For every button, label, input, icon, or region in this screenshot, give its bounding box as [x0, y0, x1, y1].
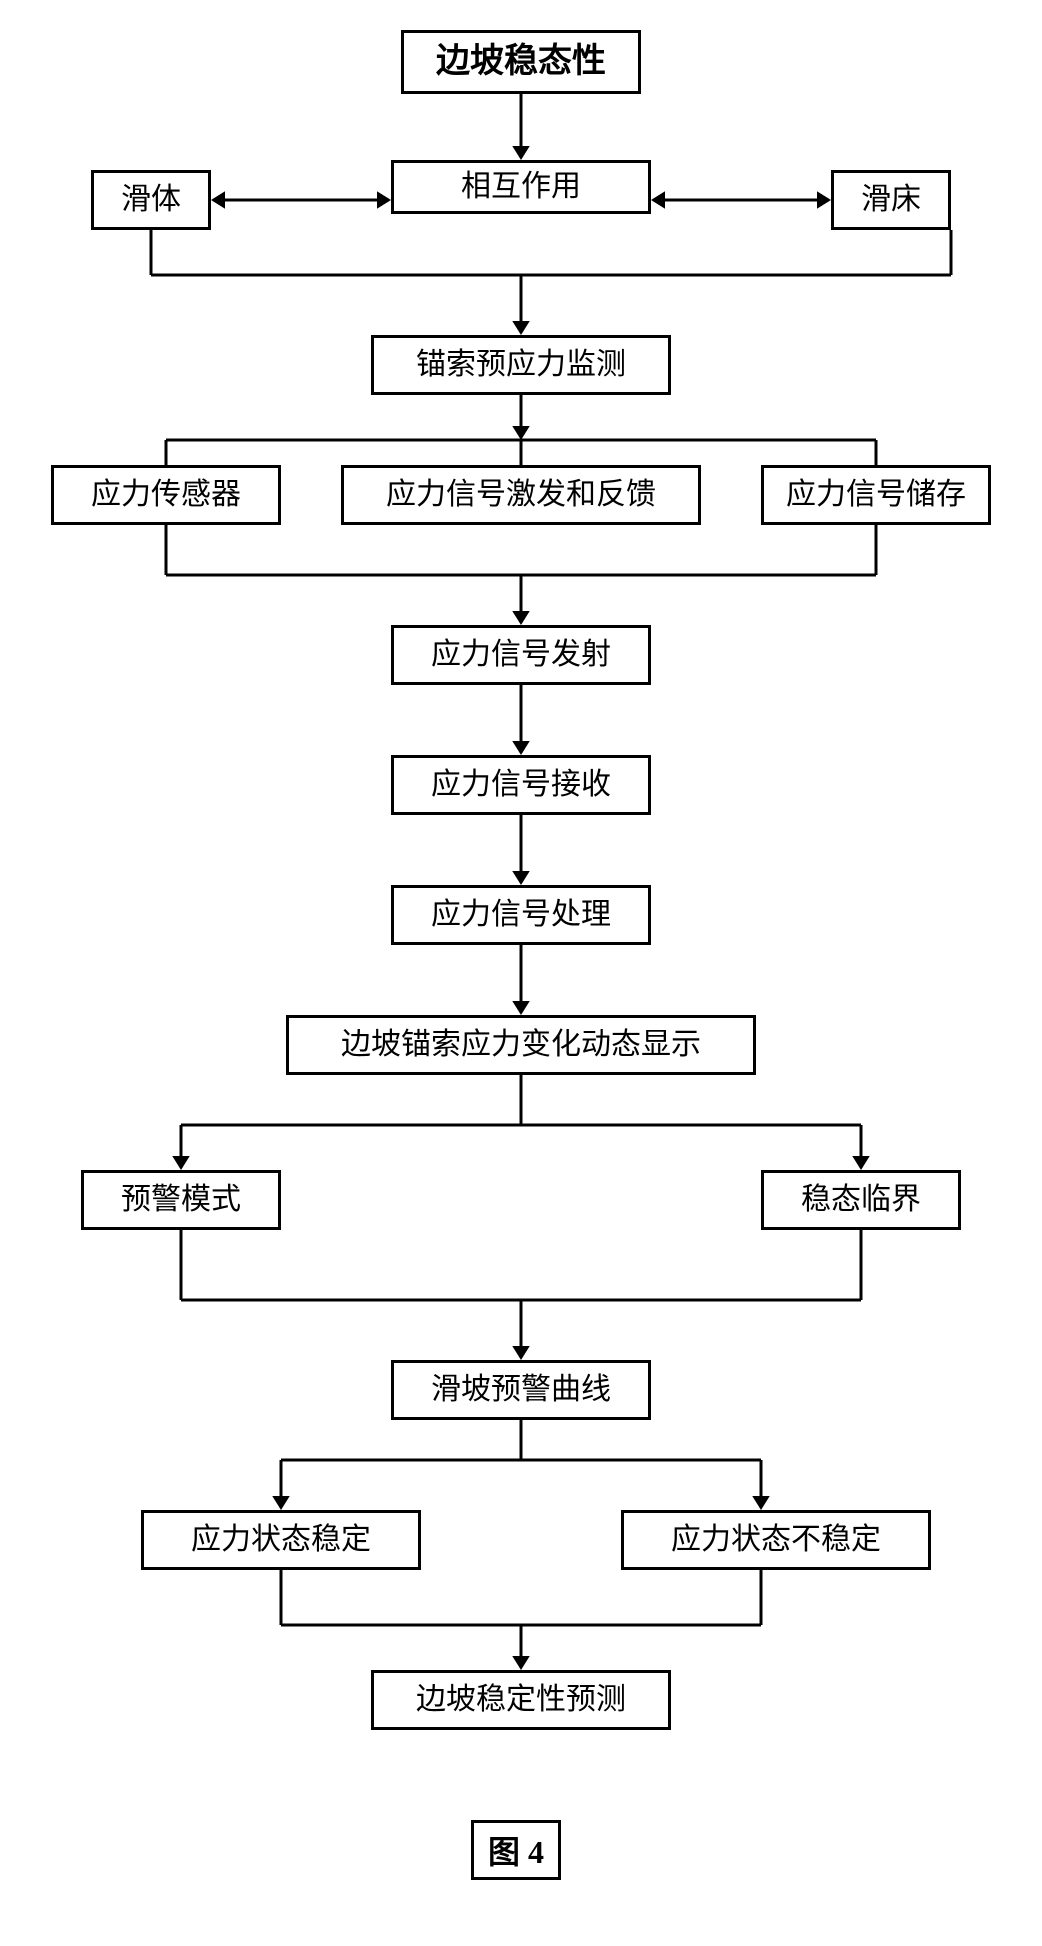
node-n10a: 应力状态稳定: [141, 1510, 421, 1570]
node-n1b: 相互作用: [391, 160, 651, 214]
node-n1a: 滑体: [91, 170, 211, 230]
node-n3b: 应力信号激发和反馈: [341, 465, 701, 525]
node-n9: 滑坡预警曲线: [391, 1360, 651, 1420]
figure-label: 图 4: [471, 1820, 561, 1880]
node-n11: 边坡稳定性预测: [371, 1670, 671, 1730]
node-n2: 锚索预应力监测: [371, 335, 671, 395]
node-n7: 边坡锚索应力变化动态显示: [286, 1015, 756, 1075]
node-n8b: 稳态临界: [761, 1170, 961, 1230]
node-n0: 边坡稳态性: [401, 30, 641, 94]
node-n1c: 滑床: [831, 170, 951, 230]
node-n6: 应力信号处理: [391, 885, 651, 945]
node-n4: 应力信号发射: [391, 625, 651, 685]
node-n5: 应力信号接收: [391, 755, 651, 815]
node-n8a: 预警模式: [81, 1170, 281, 1230]
node-n3a: 应力传感器: [51, 465, 281, 525]
node-n10b: 应力状态不稳定: [621, 1510, 931, 1570]
node-n3c: 应力信号储存: [761, 465, 991, 525]
